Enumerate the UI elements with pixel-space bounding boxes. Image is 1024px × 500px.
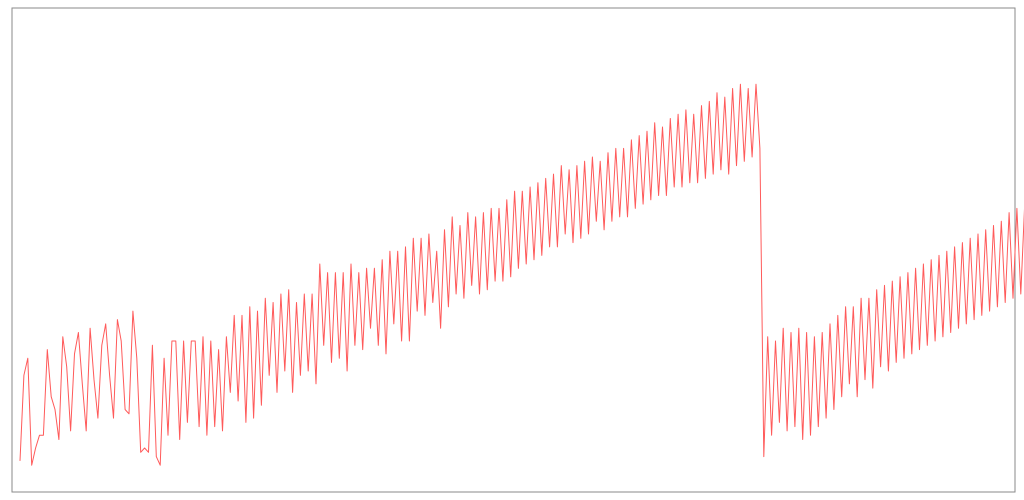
plot-frame bbox=[11, 7, 1016, 493]
series-layer bbox=[19, 83, 1024, 466]
series-line-0 bbox=[19, 83, 1024, 466]
